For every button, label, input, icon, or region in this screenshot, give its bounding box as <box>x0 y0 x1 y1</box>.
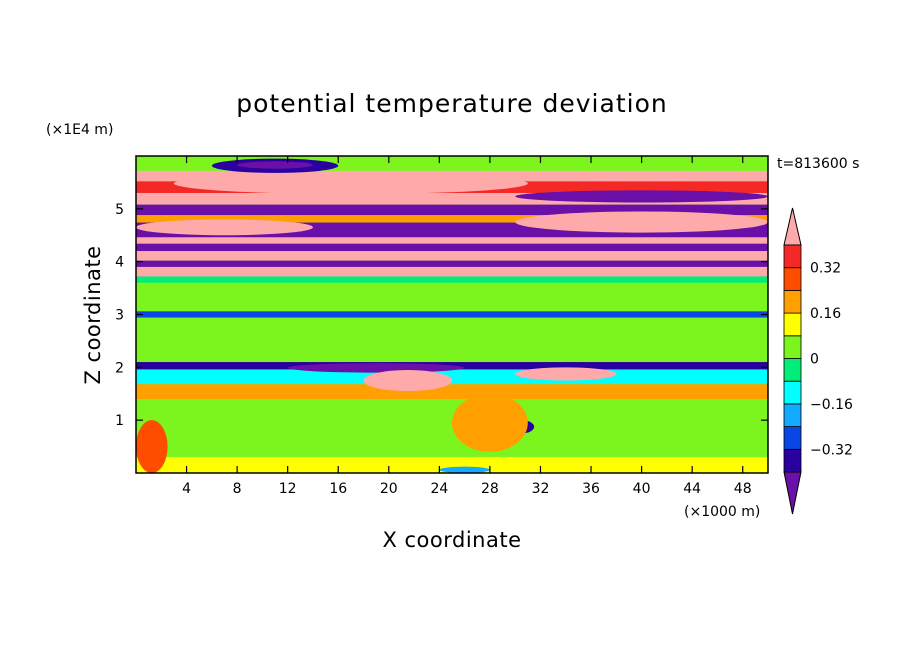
colorbar-top-arrow <box>783 207 802 246</box>
field-feature-14 <box>452 393 528 452</box>
x-tick-label-16: 16 <box>329 481 347 497</box>
field-band-9 <box>136 251 768 261</box>
field-band-19 <box>136 384 768 400</box>
field-feature-6 <box>287 363 465 373</box>
y-tick-label-4: 4 <box>115 255 124 271</box>
y-tick-label-1: 1 <box>115 413 124 429</box>
x-tick-label-4: 4 <box>182 481 191 497</box>
y-tick-label-2: 2 <box>115 360 124 376</box>
field-band-8 <box>136 243 768 252</box>
colorbar-bottom-arrow <box>783 471 802 515</box>
x-axis-units: (×1000 m) <box>684 504 760 520</box>
field-feature-3 <box>237 161 313 169</box>
y-tick-label-5: 5 <box>115 202 124 218</box>
x-tick-label-28: 28 <box>481 481 499 497</box>
colorbar-box-6 <box>783 312 802 337</box>
x-tick-label-32: 32 <box>532 481 550 497</box>
field-band-3 <box>136 192 768 205</box>
field-feature-5 <box>136 219 313 236</box>
time-label: t=813600 s <box>777 156 859 172</box>
colorbar-label-1: 0.16 <box>810 306 841 322</box>
x-tick-label-8: 8 <box>233 481 242 497</box>
x-tick-label-48: 48 <box>734 481 752 497</box>
field-feature-1 <box>515 190 768 203</box>
field-feature-12 <box>439 466 490 473</box>
field-band-15 <box>136 311 768 318</box>
colorbar-label-4: −0.32 <box>810 442 853 458</box>
field-band-10 <box>136 260 768 267</box>
colorbar-box-7 <box>783 289 802 314</box>
field-band-7 <box>136 237 768 244</box>
temperature-field <box>136 156 768 473</box>
field-band-12 <box>136 276 768 283</box>
field-band-21 <box>136 457 768 473</box>
y-axis-title: Z coordinate <box>81 245 105 384</box>
x-tick-label-12: 12 <box>279 481 297 497</box>
field-band-13 <box>136 282 768 297</box>
colorbar-box-4 <box>783 358 802 382</box>
x-axis: 4 8 12 16 20 24 28 32 36 40 44 48 <box>182 156 752 497</box>
y-axis: 1 2 3 4 5 <box>115 202 768 429</box>
field-band-4 <box>136 204 768 216</box>
field-feature-0 <box>173 172 528 195</box>
x-tick-label-44: 44 <box>683 481 701 497</box>
field-feature-4 <box>515 211 768 233</box>
colorbar-box-9 <box>783 244 802 269</box>
colorbar-label-3: −0.16 <box>810 397 853 413</box>
field-feature-7 <box>363 369 453 392</box>
y-tick-label-3: 3 <box>115 308 124 324</box>
field-band-11 <box>136 266 768 277</box>
x-tick-label-40: 40 <box>633 481 651 497</box>
field-feature-8 <box>515 367 617 381</box>
x-tick-label-24: 24 <box>430 481 448 497</box>
colorbar-box-1 <box>783 426 802 450</box>
colorbar-box-3 <box>783 380 802 405</box>
colorbar-box-2 <box>783 403 802 427</box>
colorbar: 0.32 0.16 0 −0.16 −0.32 <box>783 207 853 515</box>
field-band-5 <box>136 215 768 223</box>
field-feature-10 <box>136 420 168 473</box>
x-tick-label-20: 20 <box>380 481 398 497</box>
colorbar-label-0: 0.32 <box>810 261 841 277</box>
colorbar-box-8 <box>783 267 802 291</box>
y-axis-units: (×1E4 m) <box>46 122 113 138</box>
field-band-14 <box>136 296 768 312</box>
field-band-18 <box>136 369 768 385</box>
chart-title: potential temperature deviation <box>236 89 667 118</box>
x-tick-label-36: 36 <box>582 481 600 497</box>
x-axis-title: X coordinate <box>382 528 521 552</box>
colorbar-label-2: 0 <box>810 352 819 368</box>
field-band-16 <box>136 317 768 363</box>
field-feature-13 <box>591 404 768 442</box>
field-feature-9 <box>136 404 389 452</box>
colorbar-box-5 <box>783 335 802 359</box>
colorbar-box-0 <box>783 448 802 473</box>
